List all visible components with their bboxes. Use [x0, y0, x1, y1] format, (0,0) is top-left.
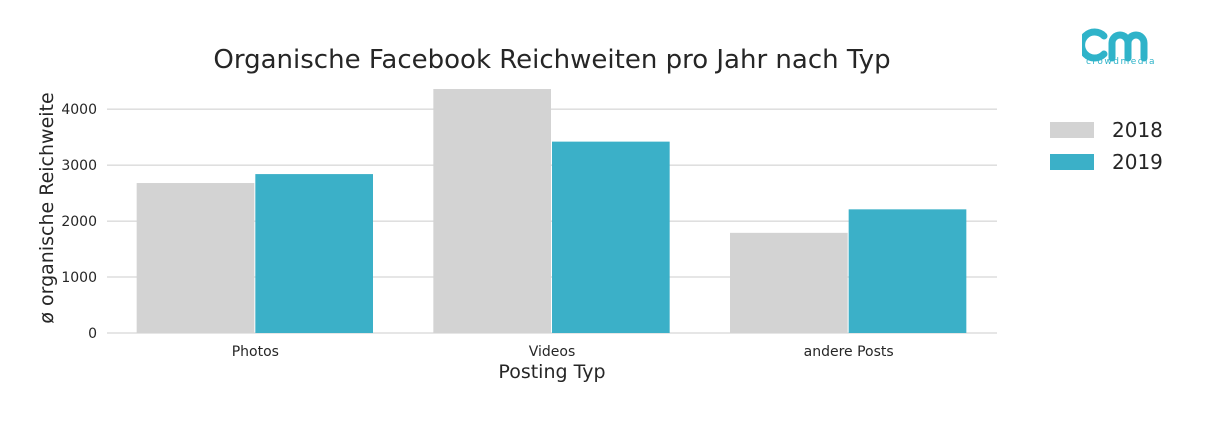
- x-tick-label: Videos: [529, 344, 576, 360]
- x-axis-ticks: Photos Videos andere Posts: [232, 344, 894, 360]
- x-tick-label: Photos: [232, 344, 279, 360]
- cm-logo-icon: [1078, 28, 1148, 62]
- crowdmedia-logo: [1078, 28, 1160, 68]
- logo-wordmark: crowdmedia: [1085, 57, 1157, 67]
- y-axis-label: ø organische Reichweite: [36, 92, 58, 323]
- legend-label-2018: 2018: [1112, 118, 1163, 142]
- y-tick-label: 0: [88, 326, 97, 342]
- x-tick-label: andere Posts: [804, 344, 894, 360]
- legend-item-2018: 2018: [1050, 114, 1163, 146]
- y-axis-ticks: 0 1000 2000 3000 4000: [61, 102, 97, 342]
- bar-2018-photos: [136, 183, 255, 333]
- bar-2018-andere-posts: [730, 232, 848, 333]
- bar-2019-photos: [255, 174, 373, 333]
- legend-item-2019: 2019: [1050, 146, 1163, 178]
- bar-2019-andere-posts: [848, 209, 967, 333]
- legend-swatch-2019: [1050, 154, 1094, 170]
- chart-title: Organische Facebook Reichweiten pro Jahr…: [213, 45, 890, 75]
- y-tick-label: 2000: [61, 214, 97, 230]
- bar-2019-videos: [552, 141, 670, 333]
- legend: 2018 2019: [1050, 114, 1163, 178]
- legend-swatch-2018: [1050, 122, 1094, 138]
- legend-label-2019: 2019: [1112, 150, 1163, 174]
- x-axis-label: Posting Typ: [498, 361, 605, 383]
- bars: [136, 89, 967, 334]
- bar-2018-videos: [433, 89, 551, 334]
- y-tick-label: 3000: [61, 158, 97, 174]
- y-tick-label: 4000: [61, 102, 97, 118]
- y-tick-label: 1000: [61, 270, 97, 286]
